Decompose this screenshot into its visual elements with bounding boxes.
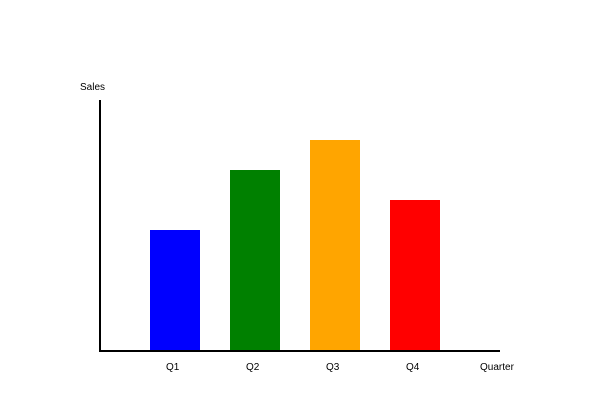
x-tick-label-q2: Q2 (246, 362, 260, 373)
bar-group (150, 140, 440, 350)
x-axis-label: Quarter (480, 362, 515, 373)
x-tick-label-q1: Q1 (166, 362, 180, 373)
y-axis-label: Sales (80, 82, 105, 93)
bar-q3 (310, 140, 360, 350)
x-tick-label-q4: Q4 (406, 362, 420, 373)
x-tick-label-group: Q1 Q2 Q3 Q4 (166, 362, 420, 373)
bar-q1 (150, 230, 200, 350)
bar-q4 (390, 200, 440, 350)
bar-q2 (230, 170, 280, 350)
x-tick-label-q3: Q3 (326, 362, 340, 373)
